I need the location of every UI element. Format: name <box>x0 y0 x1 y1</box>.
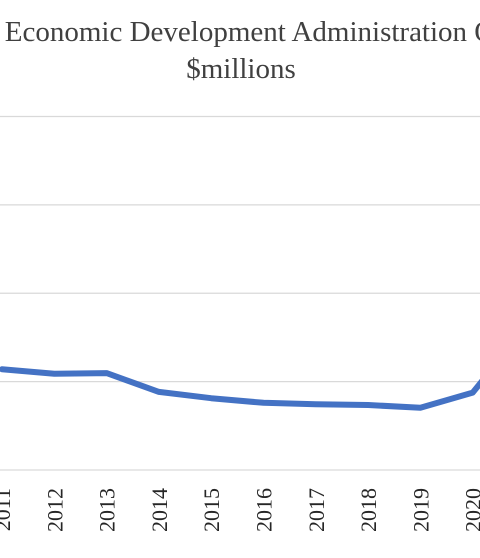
x-tick-label-2016: 2016 <box>252 488 277 532</box>
x-tick-label-2020: 2020 <box>461 488 480 532</box>
x-tick-label-2013: 2013 <box>95 488 120 532</box>
series-group <box>0 366 480 411</box>
x-tick-label-2019: 2019 <box>408 488 433 532</box>
chart-title: Economic Development Administration O $m… <box>5 16 480 85</box>
x-tick-label-2018: 2018 <box>356 488 381 532</box>
series-line-0 <box>0 366 480 411</box>
x-tick-label-2011: 2011 <box>0 488 15 531</box>
x-tick-label-2017: 2017 <box>304 488 329 532</box>
x-axis-tick-labels: 2011 2012 2013 2014 2015 2016 2017 2018 2019 2020… <box>0 488 480 532</box>
chart-title-line-1: Economic Development Administration O <box>5 16 480 48</box>
x-tick-label-2015: 2015 <box>199 488 224 532</box>
x-tick-label-2012: 2012 <box>42 488 67 532</box>
x-tick-label-2014: 2014 <box>147 488 172 532</box>
chart-title-line-2: $millions <box>186 53 296 85</box>
gridlines <box>0 115 480 471</box>
